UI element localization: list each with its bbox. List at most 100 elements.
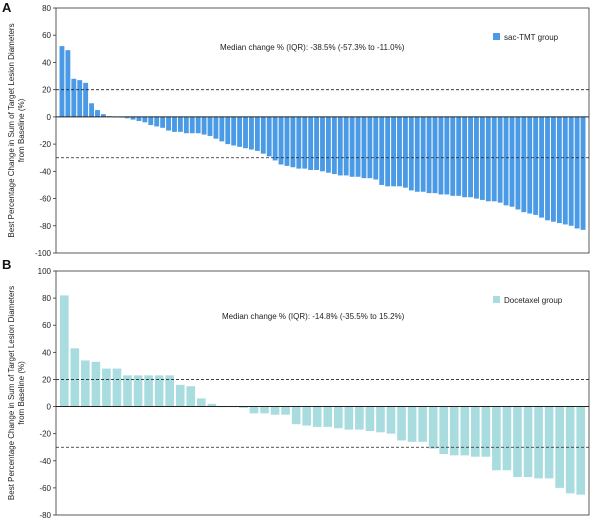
bar bbox=[100, 114, 106, 117]
median-annotation: Median change % (IQR): -14.8% (-35.5% to… bbox=[222, 312, 405, 321]
bar bbox=[344, 406, 354, 430]
bar bbox=[428, 406, 438, 449]
legend-label: sac-TMT group bbox=[504, 33, 559, 42]
bar bbox=[325, 116, 331, 173]
bar bbox=[130, 116, 136, 120]
bar bbox=[183, 116, 189, 134]
bar bbox=[123, 375, 132, 407]
bar bbox=[527, 116, 533, 214]
bar bbox=[568, 116, 574, 226]
bar bbox=[302, 406, 312, 426]
y-tick-label: -20 bbox=[39, 140, 51, 149]
bar bbox=[249, 406, 259, 414]
bar bbox=[391, 116, 396, 187]
bar bbox=[70, 348, 80, 407]
y-tick-label: 0 bbox=[47, 113, 52, 122]
bar bbox=[290, 116, 296, 168]
bar bbox=[468, 116, 473, 198]
bar bbox=[331, 116, 337, 175]
bar bbox=[320, 116, 325, 172]
bar bbox=[266, 116, 272, 157]
bar bbox=[574, 116, 580, 229]
bar bbox=[71, 78, 77, 117]
bar bbox=[77, 80, 83, 117]
plot-frame bbox=[55, 7, 590, 254]
y-tick-label: 40 bbox=[42, 58, 51, 67]
bar bbox=[407, 406, 417, 442]
bar bbox=[260, 406, 269, 414]
bar bbox=[523, 406, 533, 478]
bar bbox=[556, 116, 562, 224]
y-tick-label: 60 bbox=[42, 321, 51, 330]
bar bbox=[576, 406, 586, 495]
bar bbox=[249, 116, 254, 150]
y-axis-label-line1: Best Percentage Change in Sum of Target … bbox=[7, 286, 16, 500]
y-tick-label: 0 bbox=[47, 403, 52, 412]
bar bbox=[102, 368, 111, 407]
y-tick-label: 20 bbox=[42, 86, 51, 95]
bar bbox=[497, 116, 503, 203]
bar bbox=[502, 406, 512, 471]
bar bbox=[539, 116, 545, 218]
bar bbox=[355, 116, 361, 177]
bar bbox=[414, 116, 420, 192]
bar bbox=[432, 116, 438, 194]
bar bbox=[219, 116, 225, 142]
bar bbox=[450, 116, 456, 196]
bar bbox=[154, 116, 160, 127]
bar bbox=[555, 406, 564, 488]
bar bbox=[418, 406, 427, 442]
bar bbox=[333, 406, 343, 429]
bar bbox=[373, 116, 379, 180]
y-tick-label: 80 bbox=[42, 4, 51, 13]
bar bbox=[376, 406, 385, 433]
bar bbox=[515, 116, 521, 210]
bar bbox=[272, 116, 278, 161]
bar bbox=[284, 116, 290, 166]
y-tick-label: 40 bbox=[42, 348, 51, 357]
bar bbox=[91, 361, 101, 407]
bar bbox=[201, 116, 207, 135]
bar bbox=[225, 116, 231, 145]
bar bbox=[124, 116, 130, 119]
panel-b-chart: B 100 80 60 40 20 0 -20 -40 -60 -80 Best Percentage… bbox=[2, 257, 590, 518]
y-tick-label: -60 bbox=[39, 195, 51, 204]
bar bbox=[186, 386, 196, 407]
bar bbox=[462, 116, 468, 198]
bar bbox=[207, 403, 217, 407]
bar bbox=[485, 116, 491, 202]
y-tick-label: 20 bbox=[42, 375, 51, 384]
bar bbox=[397, 406, 406, 441]
bar bbox=[349, 116, 355, 177]
bar bbox=[296, 116, 302, 169]
bar bbox=[355, 406, 364, 430]
y-tick-label: -40 bbox=[39, 167, 51, 176]
bar bbox=[270, 406, 280, 415]
bar bbox=[438, 116, 444, 195]
bar bbox=[260, 116, 266, 154]
bar bbox=[545, 116, 550, 221]
bar bbox=[503, 116, 509, 206]
bar bbox=[83, 82, 89, 117]
bar bbox=[175, 384, 185, 407]
bar bbox=[237, 116, 243, 147]
bar bbox=[337, 116, 343, 176]
bar bbox=[112, 368, 122, 407]
bar bbox=[278, 116, 284, 165]
bar bbox=[580, 116, 586, 230]
panel-a-chart: A 80 60 40 20 0 -20 -40 -60 -80 -100 Best Percentag… bbox=[2, 0, 590, 258]
bar bbox=[402, 116, 408, 188]
bar bbox=[314, 116, 320, 170]
bar bbox=[254, 116, 260, 151]
legend-swatch bbox=[493, 33, 500, 40]
y-tick-label: 60 bbox=[42, 31, 51, 40]
y-tick-label: -20 bbox=[39, 430, 51, 439]
bar bbox=[509, 116, 515, 207]
bar bbox=[160, 116, 166, 128]
bar bbox=[534, 406, 543, 479]
bar bbox=[95, 110, 100, 117]
bar bbox=[479, 116, 485, 200]
bar bbox=[449, 406, 459, 456]
bar bbox=[367, 116, 373, 179]
bar bbox=[189, 116, 195, 134]
